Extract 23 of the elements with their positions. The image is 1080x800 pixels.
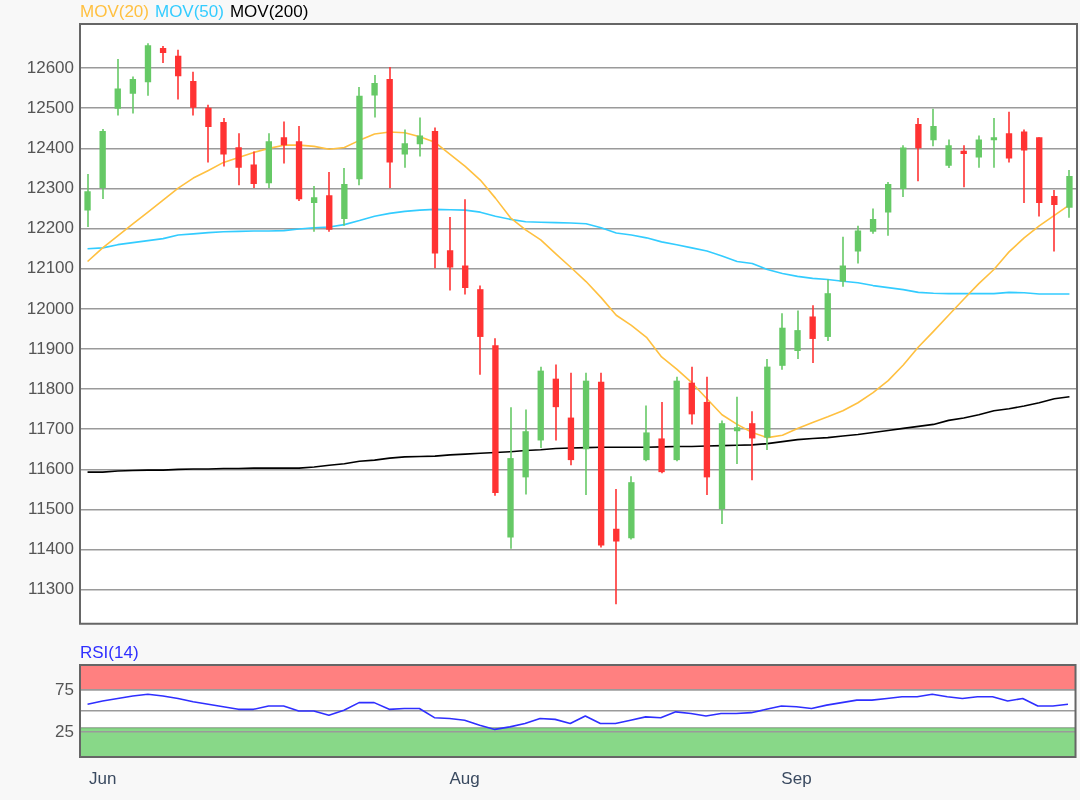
y-tick-label: 12400 <box>26 138 74 158</box>
y-tick-label: 11300 <box>27 579 74 599</box>
text: MOV(200) <box>229 2 309 21</box>
y-tick-label: 12300 <box>26 178 74 198</box>
y-tick-label: 11800 <box>27 378 74 398</box>
text: MOV(50) <box>154 2 224 21</box>
y-tick-label: 25 <box>55 721 74 741</box>
text: MOV(20) <box>80 2 149 21</box>
series-label: RSI(14) <box>80 643 139 662</box>
y-tick-label: 11900 <box>27 338 74 358</box>
y-tick-label: 11700 <box>27 418 74 438</box>
y-tick-label: 11600 <box>27 459 74 479</box>
y-tick-label: 12100 <box>26 258 74 278</box>
y-tick-label: 75 <box>55 679 74 699</box>
y-tick-label: 12200 <box>26 218 74 238</box>
x-tick-label: Sep <box>781 768 812 788</box>
y-tick-label: 11400 <box>27 539 74 559</box>
y-tick-label: 12600 <box>26 57 74 77</box>
x-tick-label: Aug <box>449 768 480 788</box>
x-tick-label: Jun <box>88 768 117 788</box>
y-tick-label: 12500 <box>26 97 74 117</box>
y-tick-label: 11500 <box>27 499 74 519</box>
y-tick-label: 12000 <box>26 298 74 318</box>
